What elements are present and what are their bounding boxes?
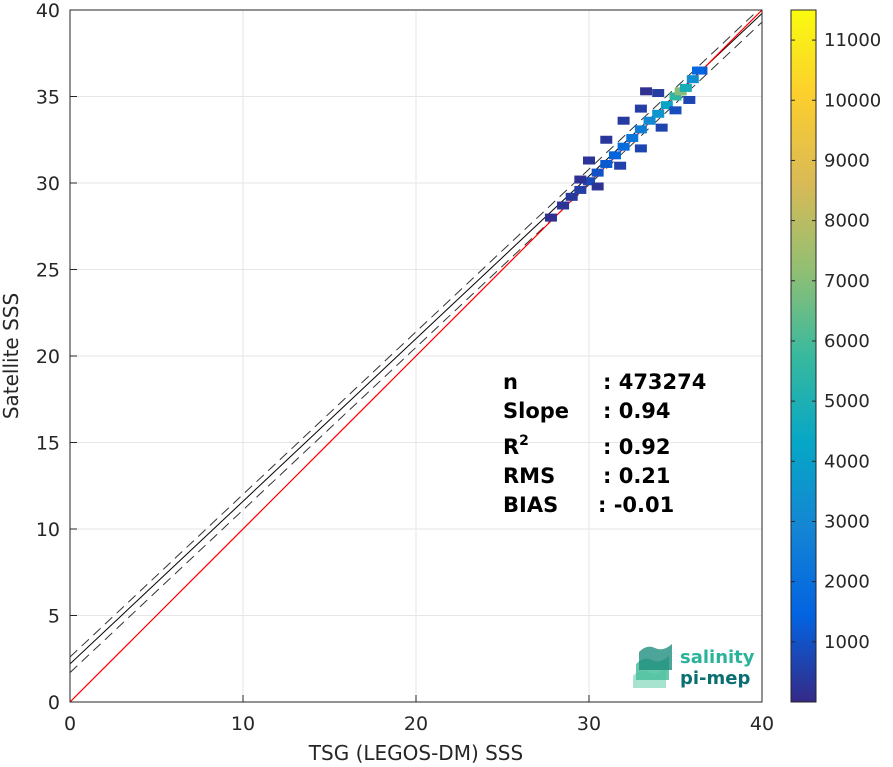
salinity-pi-mep-logo: salinity pi-mep <box>633 644 755 689</box>
density-cell <box>583 177 595 186</box>
stat-label: RMS <box>503 464 555 488</box>
density-cell <box>660 101 673 110</box>
colorbar-tick-label: 5000 <box>824 391 870 412</box>
density-cell <box>600 159 613 168</box>
density-cell <box>626 134 639 143</box>
stat-value: : 0.21 <box>603 464 671 488</box>
x-tick-label: 30 <box>577 713 601 735</box>
x-tick-label: 0 <box>64 713 76 735</box>
wave-logo-icon <box>633 644 672 688</box>
colorbar-tick-label: 8000 <box>824 211 870 232</box>
density-cell <box>608 151 621 160</box>
density-cell <box>683 95 696 104</box>
colorbar <box>790 9 817 703</box>
density-cell <box>591 182 604 191</box>
colorbar-tick-label: 4000 <box>824 451 870 472</box>
density-cell <box>614 161 627 170</box>
stat-label: Slope <box>503 399 569 423</box>
density-cell <box>634 125 647 134</box>
colorbar-ticks: 1000 2000 3000 4000 5000 6000 7000 8000 9000 1000… <box>791 30 881 653</box>
density-cell <box>591 168 604 177</box>
density-cell <box>652 89 665 98</box>
colorbar-tick-label: 1000 <box>824 632 870 653</box>
confidence-line <box>70 10 760 658</box>
density-cell <box>583 156 595 165</box>
y-tick-label: 15 <box>36 433 60 455</box>
density-cell <box>643 116 656 125</box>
x-tick-label: 10 <box>231 713 255 735</box>
y-tick-label: 10 <box>36 519 60 541</box>
density-cell <box>557 201 570 210</box>
density-cell <box>655 123 668 132</box>
density-cell <box>544 213 557 222</box>
stat-value: : 473274 <box>603 370 706 394</box>
density-cell <box>669 106 682 115</box>
density-cell <box>669 92 682 101</box>
colorbar-tick-label: 2000 <box>824 572 870 593</box>
density-cell <box>686 75 699 84</box>
density-cell <box>617 142 630 151</box>
y-tick-label: 35 <box>36 87 60 109</box>
stat-value: : 0.94 <box>603 399 671 423</box>
density-cell <box>652 109 665 118</box>
density-cells <box>544 66 708 222</box>
x-tick-label: 40 <box>750 713 774 735</box>
colorbar-tick-label: 11000 <box>824 30 881 51</box>
density-cell <box>634 144 647 153</box>
colorbar-tick-label: 9000 <box>824 150 870 171</box>
density-cell <box>679 83 692 92</box>
density-cell <box>565 192 578 201</box>
colorbar-tick-label: 10000 <box>824 90 881 111</box>
stat-value: : -0.01 <box>598 493 674 517</box>
stat-label: n <box>503 370 518 394</box>
x-tick-label: 20 <box>404 713 428 735</box>
y-tick-label: 20 <box>36 346 60 368</box>
axis-ticks: 0 10 20 30 40 0 5 10 15 20 25 30 35 40 <box>36 0 774 735</box>
y-tick-label: 25 <box>36 260 60 282</box>
y-tick-label: 5 <box>48 606 60 628</box>
colorbar-tick-label: 7000 <box>824 271 870 292</box>
density-cell <box>617 116 630 125</box>
density-cell <box>634 104 647 113</box>
svg-text:salinity: salinity <box>680 647 755 668</box>
density-cell <box>691 66 704 75</box>
y-axis-label: Satellite SSS <box>0 293 23 419</box>
identity-line <box>70 10 762 702</box>
density-cell <box>574 175 587 184</box>
density-cell <box>574 185 587 194</box>
colorbar-tick-label: 6000 <box>824 331 870 352</box>
density-cell <box>600 135 613 144</box>
stat-label-superscript: 2 <box>519 433 529 449</box>
y-tick-label: 30 <box>36 173 60 195</box>
stat-value: : 0.92 <box>603 435 671 459</box>
x-axis-label: TSG (LEGOS-DM) SSS <box>308 741 523 765</box>
svg-text:pi-mep: pi-mep <box>680 668 750 689</box>
y-tick-label: 40 <box>36 0 60 22</box>
y-tick-label: 0 <box>48 692 60 714</box>
colorbar-tick-label: 3000 <box>824 511 870 532</box>
density-cell <box>640 87 653 96</box>
stat-label: BIAS <box>503 493 558 517</box>
